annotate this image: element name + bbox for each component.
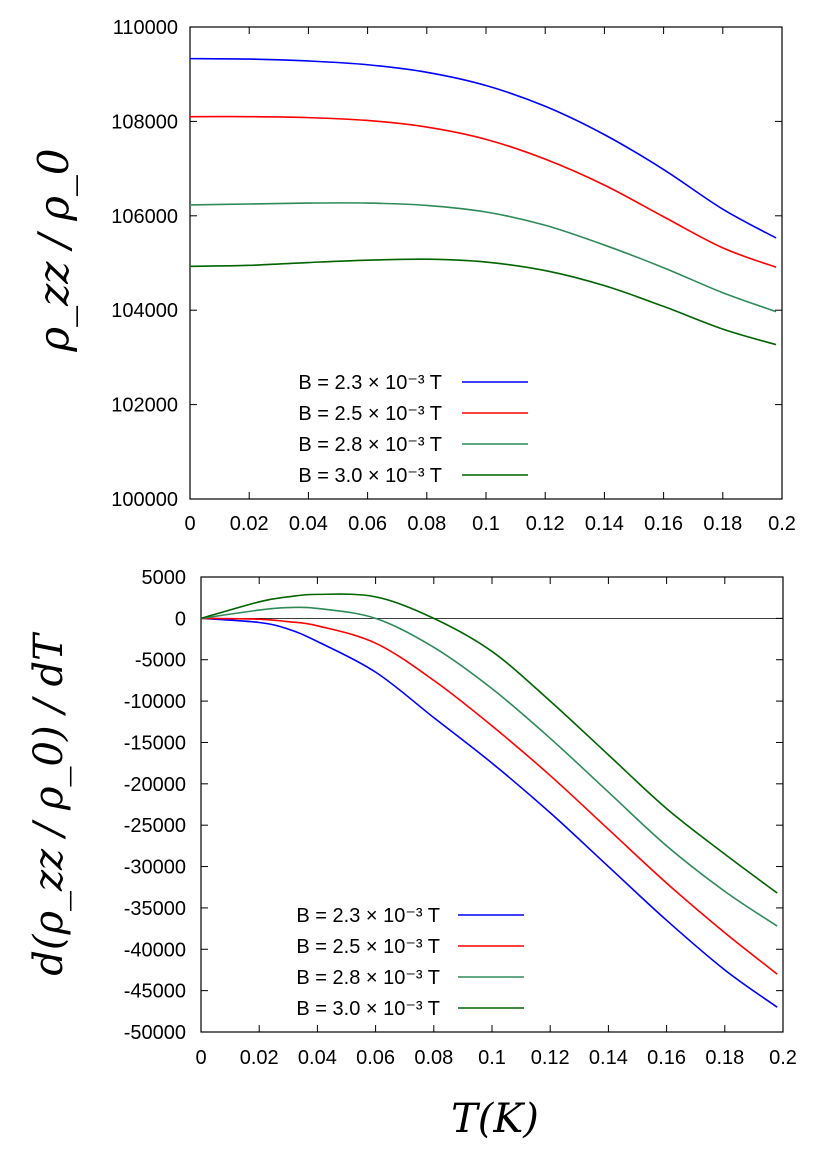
x-tick-label: 0.1 <box>478 1047 506 1069</box>
series-line-4 <box>200 593 778 894</box>
legend-label: B = 3.0 × 10⁻³ T <box>296 998 440 1020</box>
series-line-1 <box>200 617 778 1008</box>
top-x-ticks: 0 0.02 0.04 0.06 0.08 0.1 0.12 0.14 0.16 0.18 0.2 <box>184 27 796 535</box>
x-tick-label: 0.16 <box>647 1047 686 1069</box>
series-line-4 <box>189 258 777 346</box>
x-tick-label: 0.08 <box>414 1047 453 1069</box>
y-tick-label: -40000 <box>124 939 186 961</box>
top-series-lines <box>189 57 777 346</box>
y-tick-label: 110000 <box>113 17 178 39</box>
series-line-1 <box>189 57 777 239</box>
y-tick-label: -35000 <box>124 898 186 920</box>
y-tick-label: 5000 <box>142 567 187 589</box>
x-tick-label: 0.06 <box>348 513 387 535</box>
y-tick-label: -10000 <box>124 691 186 713</box>
y-tick-label: 104000 <box>111 300 178 322</box>
x-tick-label: 0.14 <box>585 513 624 535</box>
x-tick-label: 0.2 <box>768 513 796 535</box>
y-tick-label: -30000 <box>124 857 186 879</box>
x-tick-label: 0.02 <box>230 513 269 535</box>
bottom-y-ticks: -50000-45000-40000-35000-30000-25000-200… <box>124 567 783 1044</box>
bottom-legend: B = 2.3 × 10⁻³ T B = 2.5 × 10⁻³ T B = 2.8 … <box>296 905 524 1020</box>
y-tick-label: -5000 <box>135 650 186 672</box>
y-tick-label: -20000 <box>124 774 186 796</box>
series-line-2 <box>200 617 778 975</box>
legend-label: B = 3.0 × 10⁻³ T <box>298 465 442 487</box>
x-tick-label: 0.02 <box>240 1047 279 1069</box>
y-tick-label: 108000 <box>111 111 178 133</box>
top-y-axis-label: ρ_zz / ρ_0 <box>29 148 78 352</box>
top-legend: B = 2.3 × 10⁻³ T B = 2.5 × 10⁻³ T B = 2.8 … <box>298 372 528 487</box>
legend-label: B = 2.8 × 10⁻³ T <box>296 967 440 989</box>
x-tick-label: 0.04 <box>289 513 328 535</box>
top-chart: 0 0.02 0.04 0.06 0.08 0.1 0.12 0.14 0.16 0.18 0.2 … <box>29 17 796 535</box>
x-tick-label: 0.12 <box>531 1047 570 1069</box>
x-tick-label: 0.04 <box>298 1047 337 1069</box>
top-plot-frame <box>189 26 783 500</box>
bottom-x-ticks: 0 0.02 0.04 0.06 0.08 0.1 0.12 0.14 0.16 0.18 0.2 <box>195 577 797 1069</box>
bottom-y-axis-label: d(ρ_zz / ρ_0) / dT <box>26 631 72 976</box>
legend-label: B = 2.3 × 10⁻³ T <box>296 905 440 927</box>
y-tick-label: 102000 <box>111 395 178 417</box>
x-tick-label: 0.08 <box>407 513 446 535</box>
legend-label: B = 2.3 × 10⁻³ T <box>298 372 442 394</box>
y-tick-label: -45000 <box>124 981 186 1003</box>
y-tick-label: 0 <box>175 608 186 630</box>
x-tick-label: 0.18 <box>705 1047 744 1069</box>
x-tick-label: 0.16 <box>644 513 683 535</box>
x-tick-label: 0.12 <box>526 513 565 535</box>
y-tick-label: 100000 <box>111 489 178 511</box>
series-line-2 <box>189 115 777 269</box>
bottom-plot-frame <box>200 576 784 1033</box>
series-line-3 <box>189 202 777 313</box>
x-tick-label: 0.18 <box>703 513 742 535</box>
y-tick-label: -15000 <box>124 732 186 754</box>
x-tick-label: 0.06 <box>356 1047 395 1069</box>
legend-label: B = 2.5 × 10⁻³ T <box>296 936 440 958</box>
x-tick-label: 0 <box>184 513 195 535</box>
y-tick-label: -50000 <box>124 1022 186 1044</box>
top-y-ticks: 100000 102000 104000 106000 108000 110000 <box>111 17 782 511</box>
series-line-3 <box>200 606 778 927</box>
bottom-chart: 0 0.02 0.04 0.06 0.08 0.1 0.12 0.14 0.16 0.18 0.2 … <box>26 567 797 1142</box>
x-tick-label: 0.2 <box>769 1047 797 1069</box>
bottom-x-axis-label: T(K) <box>451 1096 539 1142</box>
y-tick-label: 106000 <box>111 206 178 228</box>
x-tick-label: 0 <box>195 1047 206 1069</box>
y-tick-label: -25000 <box>124 815 186 837</box>
legend-label: B = 2.8 × 10⁻³ T <box>298 434 442 456</box>
bottom-series-lines <box>200 593 778 1008</box>
x-tick-label: 0.14 <box>589 1047 628 1069</box>
legend-label: B = 2.5 × 10⁻³ T <box>298 403 442 425</box>
x-tick-label: 0.1 <box>472 513 500 535</box>
